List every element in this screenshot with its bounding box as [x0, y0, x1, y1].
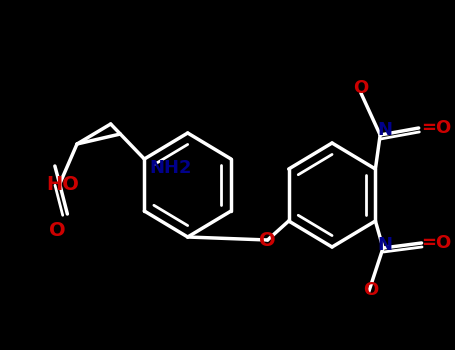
Text: O: O — [259, 231, 276, 250]
Text: O: O — [363, 281, 378, 299]
Text: O: O — [50, 220, 66, 239]
Text: =O: =O — [422, 234, 452, 252]
Text: N: N — [377, 236, 392, 254]
Text: =O: =O — [422, 119, 452, 137]
Text: NH2: NH2 — [149, 159, 192, 177]
Text: N: N — [377, 121, 392, 139]
Text: O: O — [353, 79, 369, 97]
Text: HO: HO — [46, 175, 79, 195]
